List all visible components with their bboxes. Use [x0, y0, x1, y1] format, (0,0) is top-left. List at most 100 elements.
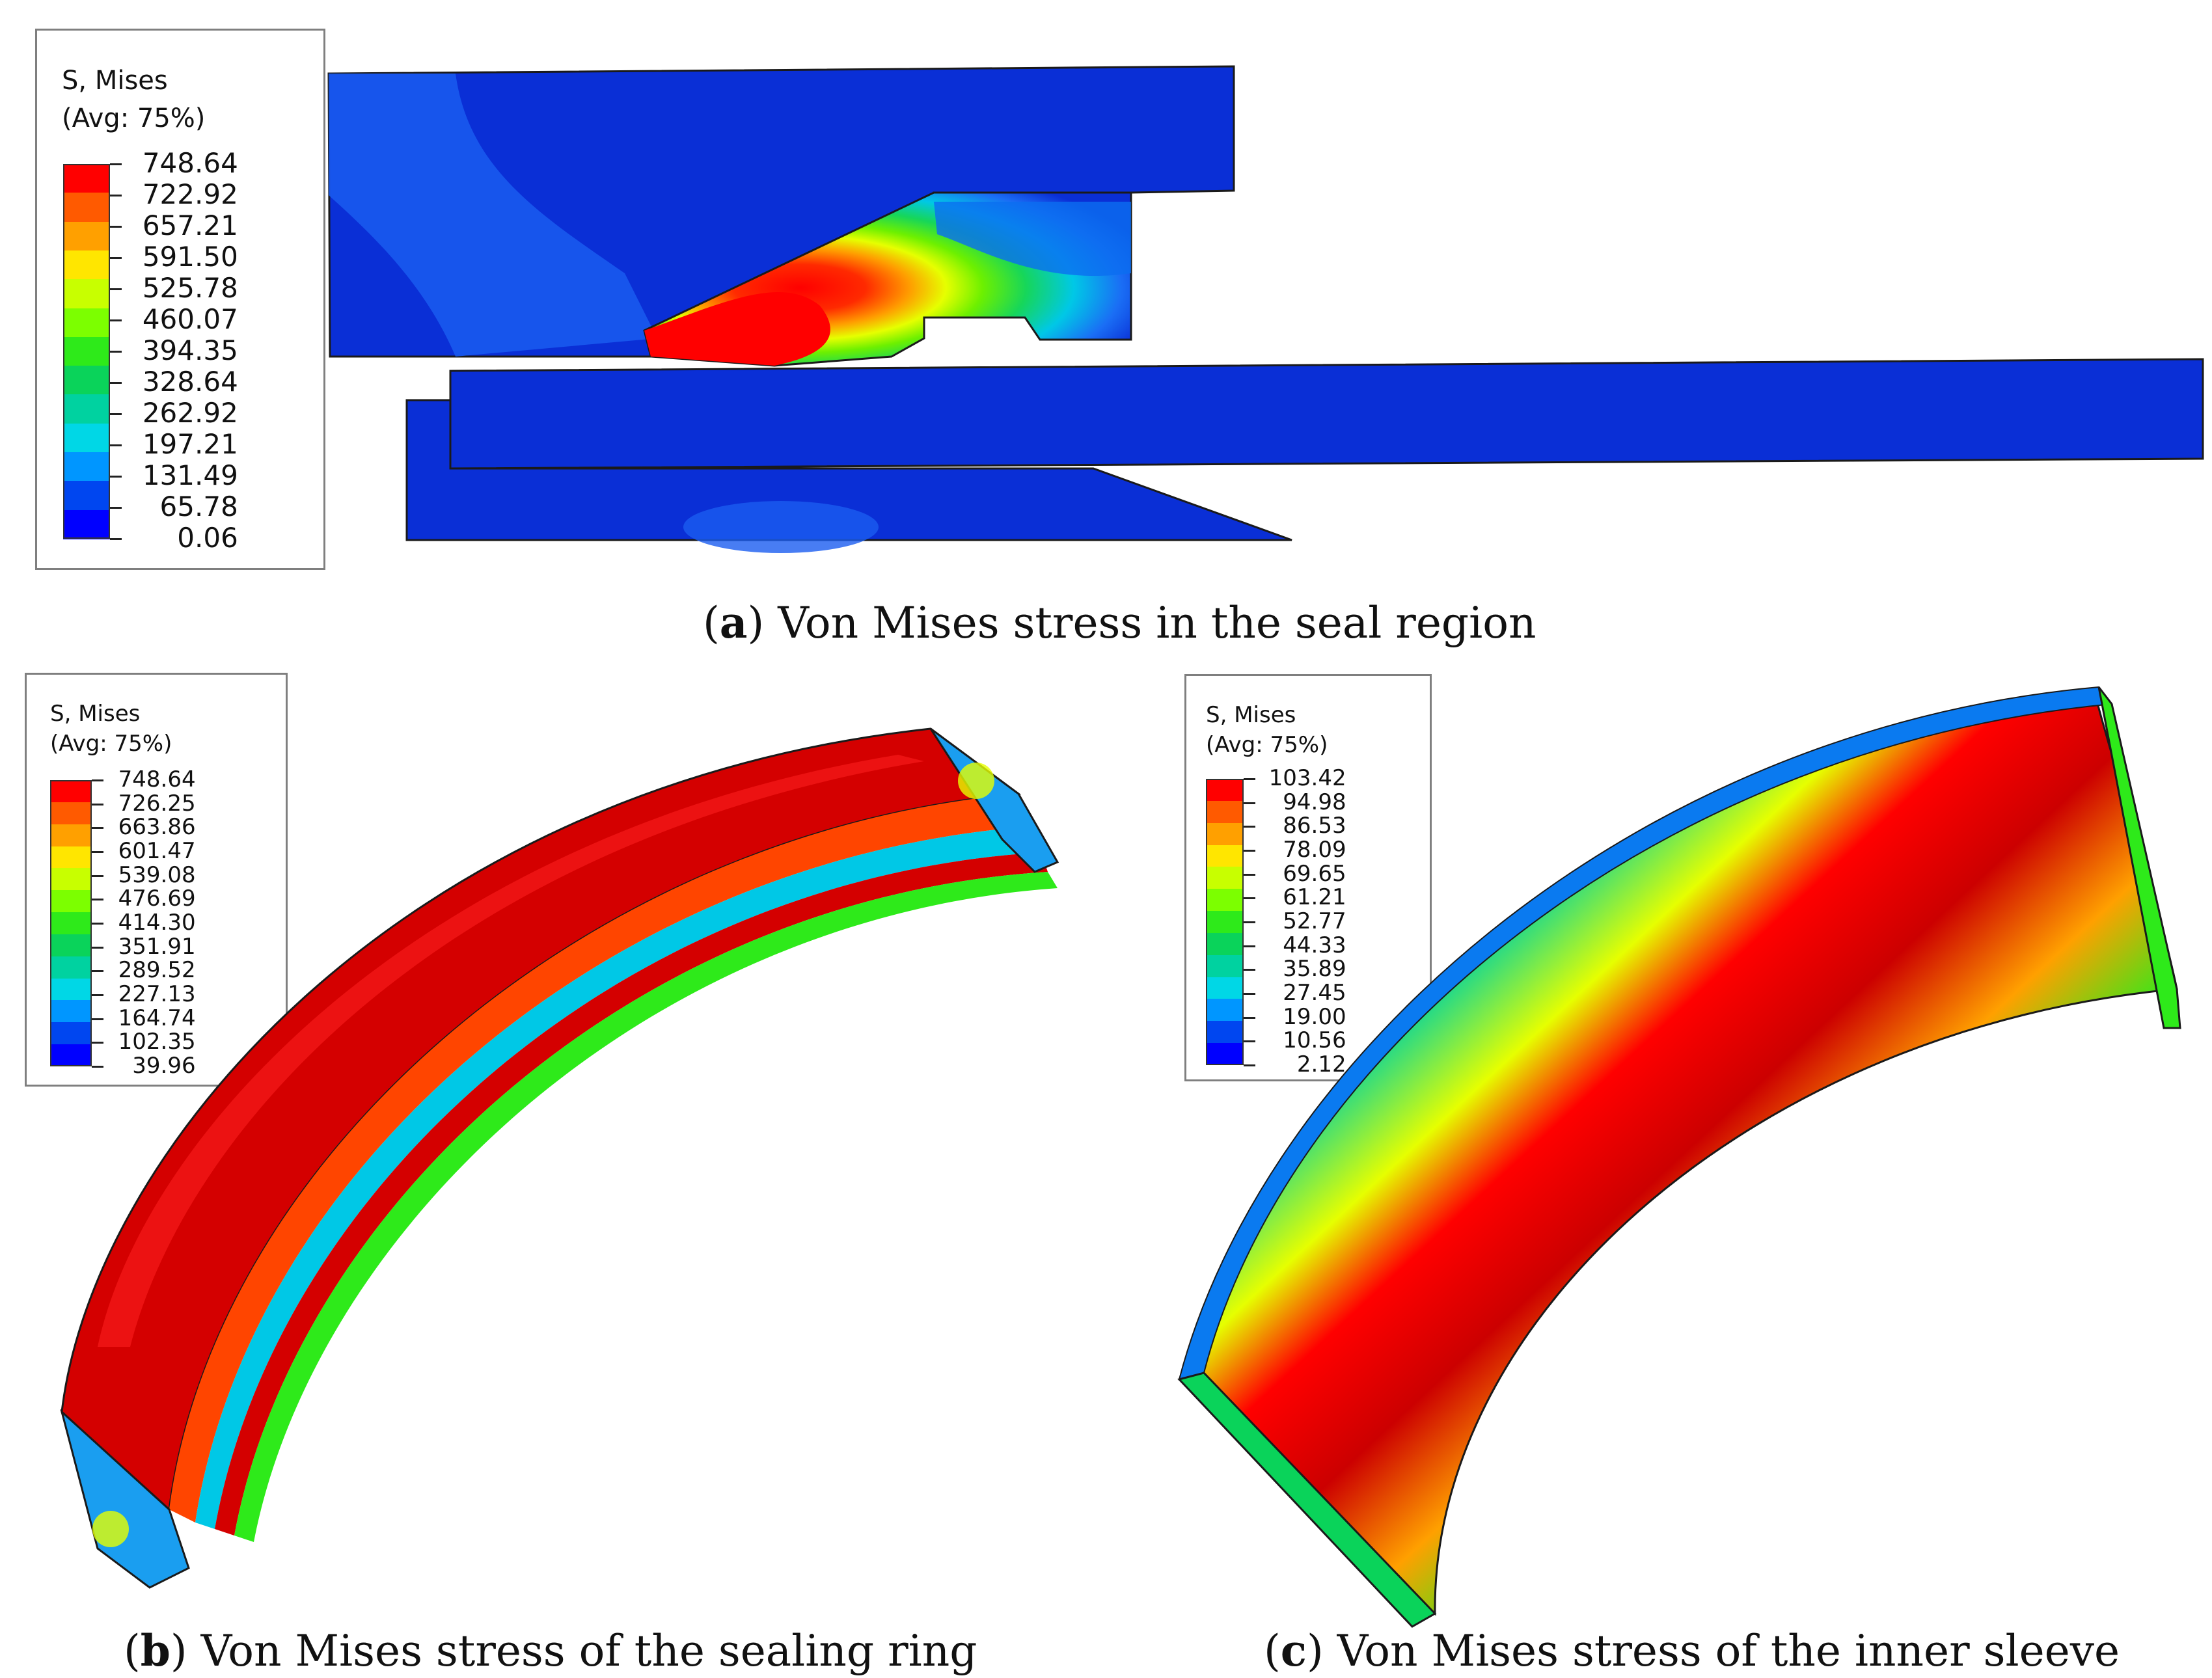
ring-end-hotspot-top	[958, 763, 994, 799]
legend-swatch	[50, 1022, 92, 1045]
legend-value: 525.78	[142, 271, 238, 304]
legend-value: 394.35	[142, 334, 238, 366]
legend-tick	[1244, 1040, 1255, 1043]
legend-tick	[92, 994, 103, 996]
legend-swatch	[63, 336, 110, 366]
legend-value: 328.64	[142, 365, 238, 398]
legend-value: 10.56	[1283, 1027, 1346, 1054]
legend-value: 0.06	[177, 521, 238, 554]
legend-tick	[1244, 850, 1255, 852]
legend-tick	[110, 319, 122, 321]
legend-tick	[1244, 969, 1255, 971]
legend-swatch	[1206, 845, 1244, 867]
legend-tick	[1244, 873, 1255, 876]
ring-band-2	[195, 826, 1041, 1529]
legend-swatch	[1206, 1043, 1244, 1066]
legend-c-title: S, Mises	[1206, 702, 1296, 728]
ring-end-face-top	[929, 727, 1059, 873]
legend-swatch	[63, 164, 110, 193]
legend-value: 414.30	[118, 909, 196, 936]
seal-contact-peak	[644, 291, 830, 366]
legend-tick	[110, 257, 122, 259]
legend-swatch	[1206, 977, 1244, 999]
legend-value: 591.50	[142, 240, 238, 273]
legend-tick	[1244, 897, 1255, 900]
legend-tick	[92, 923, 103, 925]
legend-value: 19.00	[1283, 1003, 1346, 1030]
legend-value: 94.98	[1283, 789, 1346, 815]
legend-swatch	[50, 978, 92, 1001]
legend-value: 539.08	[118, 861, 196, 888]
legend-tick	[92, 803, 103, 805]
legend-swatch	[63, 481, 110, 511]
legend-b-title: S, Mises	[50, 701, 141, 727]
legend-value: 65.78	[159, 490, 238, 522]
lower-sleeve	[405, 399, 1292, 541]
sleeve-end-face-top	[2097, 686, 2181, 1029]
inner-sleeve-model	[1177, 686, 2181, 1628]
legend-tick	[1244, 1064, 1255, 1066]
legend-tick	[1244, 826, 1255, 828]
ring-band-3	[215, 852, 1048, 1536]
legend-tick	[92, 851, 103, 853]
legend-value: 86.53	[1283, 813, 1346, 839]
caption-c-letter: c	[1280, 1625, 1307, 1676]
legend-c: S, Mises (Avg: 75%) 103.42 94.98 86.53 78.0…	[1184, 674, 1432, 1081]
legend-tick	[110, 163, 122, 165]
legend-swatch	[63, 250, 110, 280]
ring-band-4	[234, 872, 1058, 1542]
legend-c-subtitle: (Avg: 75%)	[1206, 732, 1328, 758]
legend-tick	[1244, 802, 1255, 804]
legend-swatch	[1206, 779, 1244, 801]
legend-tick	[92, 1066, 103, 1068]
legend-value: 69.65	[1283, 860, 1346, 887]
sleeve-end-face-bottom	[1177, 1372, 1437, 1628]
panel-c: S, Mises (Avg: 75%) 103.42 94.98 86.53 78.0…	[1106, 664, 2212, 1678]
legend-tick	[110, 351, 122, 353]
legend-swatch	[50, 934, 92, 956]
legend-tick	[110, 476, 122, 478]
legend-tick	[92, 874, 103, 877]
legend-swatch	[1206, 1021, 1244, 1044]
legend-value: 52.77	[1283, 908, 1346, 934]
legend-swatch	[63, 394, 110, 424]
legend-swatch	[63, 452, 110, 482]
legend-tick	[92, 779, 103, 781]
legend-swatch	[1206, 822, 1244, 845]
legend-tick	[110, 382, 122, 384]
legend-tick	[1244, 993, 1255, 995]
legend-value: 351.91	[118, 933, 196, 960]
legend-swatch	[63, 366, 110, 396]
legend-swatch	[1206, 932, 1244, 955]
legend-tick	[110, 226, 122, 228]
legend-tick	[92, 1018, 103, 1020]
legend-value: 39.96	[132, 1052, 196, 1079]
legend-value: 262.92	[142, 396, 238, 429]
legend-value: 476.69	[118, 886, 196, 912]
shaft	[449, 358, 2204, 470]
legend-tick	[110, 507, 122, 509]
legend-swatch	[50, 1044, 92, 1067]
legend-tick	[110, 444, 122, 446]
sleeve-body	[1186, 695, 2178, 1616]
legend-tick	[1244, 945, 1255, 947]
ring-end-hotspot-bottom	[92, 1511, 129, 1547]
legend-tick	[92, 899, 103, 901]
legend-b-subtitle: (Avg: 75%)	[50, 731, 172, 757]
caption-b-text: Von Mises stress of the sealing ring	[200, 1626, 977, 1676]
legend-value: 748.64	[118, 766, 196, 792]
legend-tick	[110, 413, 122, 415]
legend-value: 460.07	[142, 303, 238, 335]
legend-swatch	[1206, 954, 1244, 977]
legend-swatch	[50, 1000, 92, 1023]
seal-inner-band	[934, 202, 1131, 277]
legend-swatch	[50, 868, 92, 891]
legend-swatch	[50, 956, 92, 979]
sealing-ring-model	[60, 727, 1059, 1589]
legend-value: 164.74	[118, 1005, 196, 1031]
legend-value: 227.13	[118, 981, 196, 1007]
panel-b: S, Mises (Avg: 75%) 748.64 726.25 663.86 60…	[0, 664, 1106, 1678]
legend-value: 197.21	[142, 427, 238, 460]
legend-swatch	[50, 824, 92, 846]
legend-value: 748.64	[142, 146, 238, 179]
